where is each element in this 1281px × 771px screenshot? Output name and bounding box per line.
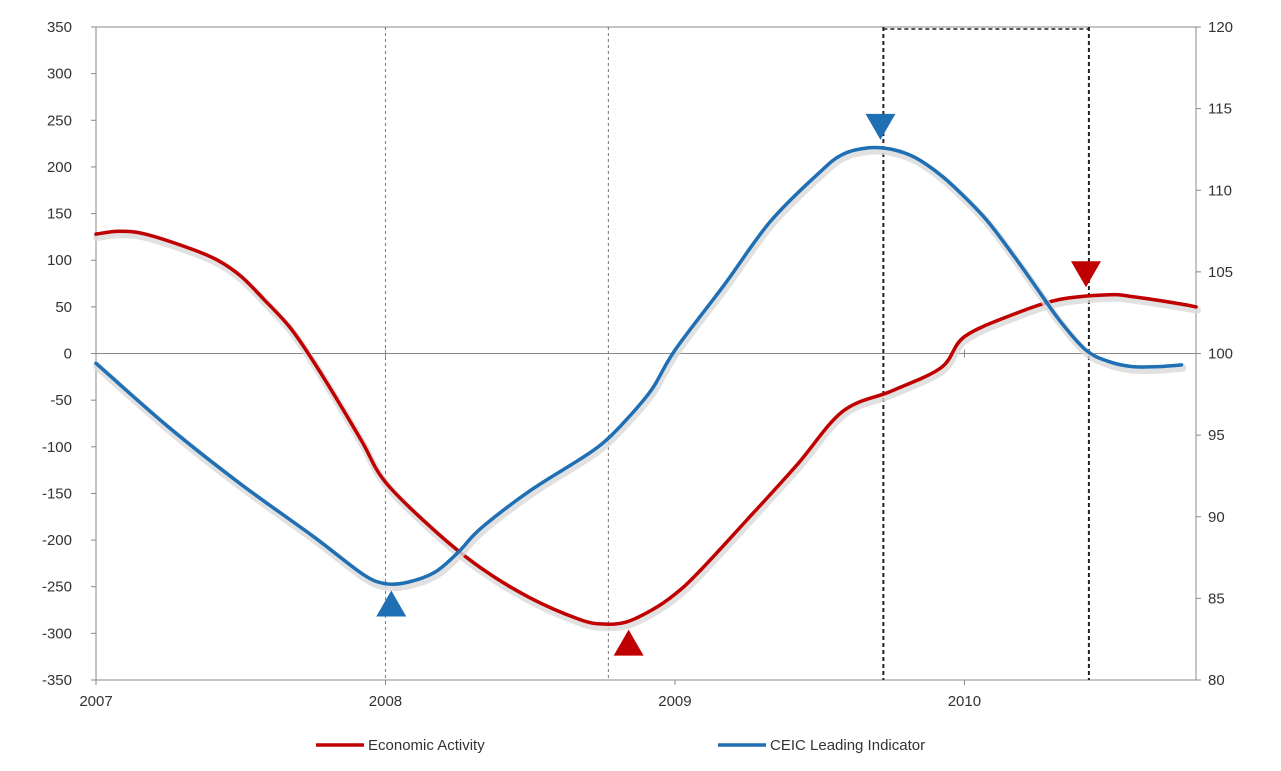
y-left-tick-label-0: 350 <box>47 19 72 36</box>
y-left-tick-label-13: -300 <box>42 625 72 642</box>
y-right-tick-label-7: 85 <box>1208 590 1225 607</box>
plot-area: 350 300 250 200 150 100 50 0 -50 -100 -150 -200 -250… <box>42 19 1233 710</box>
y-left-tick-label-10: -150 <box>42 485 72 502</box>
y-right-tick-label-0: 120 <box>1208 19 1233 36</box>
turning-point-marker-2 <box>865 113 896 140</box>
y-right-tick-label-4: 100 <box>1208 346 1233 363</box>
turning-point-marker-3 <box>1071 261 1101 288</box>
y-right-tick-label-1: 115 <box>1208 101 1232 118</box>
legend-label-economic-activity: Economic Activity <box>368 737 485 754</box>
y-left-tick-label-3: 200 <box>47 159 72 176</box>
y-left-tick-label-12: -250 <box>42 579 72 596</box>
y-left-tick-label-5: 100 <box>47 252 72 269</box>
x-tick-label-3: 2010 <box>948 693 981 710</box>
y-left-tick-label-4: 150 <box>47 206 72 223</box>
y-left-tick-label-1: 300 <box>47 66 72 83</box>
y-left-tick-label-8: -50 <box>50 392 72 409</box>
y-left-tick-label-11: -200 <box>42 532 72 549</box>
x-tick-label-1: 2008 <box>369 693 402 710</box>
x-tick-label-2: 2009 <box>658 693 691 710</box>
y-left-tick-label-14: -350 <box>42 672 72 689</box>
y-left-tick-label-2: 250 <box>47 112 72 129</box>
turning-point-marker-1 <box>613 629 644 656</box>
y-right-tick-label-8: 80 <box>1208 672 1225 689</box>
series-line-ceic-leading-indicator <box>94 145 1184 587</box>
y-right-tick-label-2: 110 <box>1208 182 1232 199</box>
legend-label-ceic-leading-indicator: CEIC Leading Indicator <box>770 737 925 754</box>
y-left-tick-label-7: 0 <box>64 346 72 363</box>
y-right-tick-label-6: 90 <box>1208 509 1225 526</box>
y-left-tick-label-6: 50 <box>55 299 72 316</box>
x-tick-label-0: 2007 <box>79 693 112 710</box>
y-right-tick-label-3: 105 <box>1208 264 1233 281</box>
turning-point-marker-0 <box>376 590 407 617</box>
series-line-economic-activity <box>94 229 1198 627</box>
y-left-tick-label-9: -100 <box>42 439 72 456</box>
y-right-tick-label-5: 95 <box>1208 427 1225 444</box>
legend: Economic Activity CEIC Leading Indicator <box>316 737 925 754</box>
